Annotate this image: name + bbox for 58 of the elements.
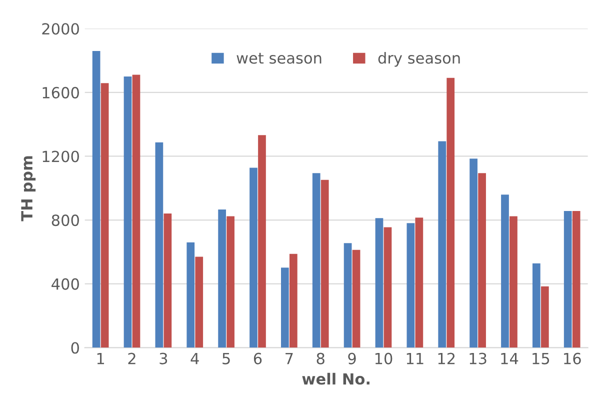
x-tick-label: 8 bbox=[316, 352, 324, 364]
bar bbox=[155, 142, 164, 348]
bar bbox=[312, 173, 320, 348]
x-tick-label: 1 bbox=[97, 352, 104, 364]
bar bbox=[100, 83, 109, 348]
x-axis-title: well No. bbox=[302, 372, 370, 385]
x-tick-label: 3 bbox=[160, 352, 168, 364]
y-tick-label: 1200 bbox=[42, 150, 79, 162]
y-tick-label: 1600 bbox=[42, 86, 79, 98]
y-tick-label: 0 bbox=[71, 342, 79, 354]
x-tick-label: 14 bbox=[501, 352, 518, 364]
x-tick-label: 2 bbox=[128, 352, 136, 364]
bar bbox=[344, 243, 352, 348]
x-tick-label: 9 bbox=[348, 352, 356, 364]
bar bbox=[406, 223, 415, 348]
bar bbox=[258, 135, 266, 348]
bar bbox=[226, 216, 234, 348]
bar bbox=[352, 250, 360, 348]
bar bbox=[510, 216, 518, 348]
bar bbox=[250, 168, 258, 348]
y-tick-label: 400 bbox=[52, 278, 79, 290]
bar bbox=[132, 74, 140, 348]
x-tick-label: 5 bbox=[222, 352, 230, 364]
x-tick-label: 10 bbox=[375, 352, 392, 364]
y-tick-label: 2000 bbox=[42, 23, 79, 35]
bar bbox=[564, 210, 572, 348]
bar bbox=[532, 263, 540, 348]
bar bbox=[540, 286, 549, 348]
bar bbox=[478, 173, 486, 348]
bar bbox=[195, 256, 204, 348]
y-axis-title: TH ppm bbox=[21, 156, 36, 222]
legend-label: dry season bbox=[378, 52, 460, 67]
bar bbox=[92, 50, 100, 348]
x-tick-label: 11 bbox=[406, 352, 424, 364]
bar bbox=[446, 78, 455, 348]
x-tick-label: 13 bbox=[470, 352, 486, 364]
legend-label: wet season bbox=[236, 52, 322, 64]
bar bbox=[289, 254, 298, 348]
bar bbox=[415, 218, 424, 348]
bar bbox=[384, 227, 392, 348]
bar bbox=[375, 218, 384, 348]
x-tick-label: 6 bbox=[254, 352, 262, 364]
bar bbox=[218, 210, 226, 348]
bar bbox=[164, 214, 172, 348]
bar bbox=[281, 268, 289, 348]
x-tick-label: 4 bbox=[190, 352, 199, 364]
x-tick-label: 7 bbox=[286, 352, 293, 364]
x-tick-label: 15 bbox=[532, 352, 550, 364]
bar bbox=[572, 210, 580, 348]
bar bbox=[320, 180, 329, 348]
bar bbox=[470, 158, 478, 348]
bar bbox=[438, 141, 446, 348]
bar bbox=[124, 76, 132, 348]
y-tick-label: 800 bbox=[52, 214, 79, 226]
bar bbox=[186, 242, 195, 348]
bar bbox=[501, 194, 509, 348]
x-tick-label: 12 bbox=[438, 352, 455, 364]
x-tick-label: 16 bbox=[564, 352, 581, 364]
